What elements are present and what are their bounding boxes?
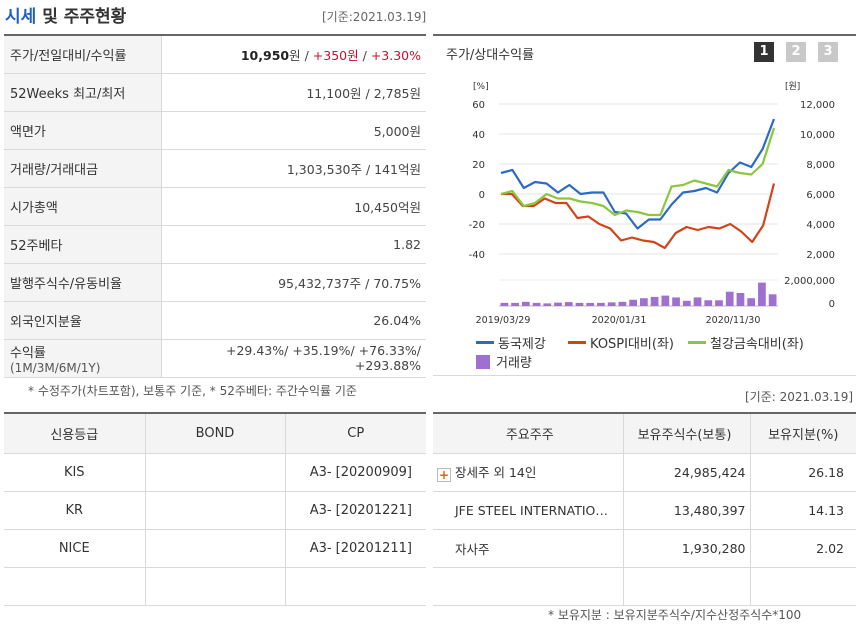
quote-row-foreign: 외국인지분율 26.04% [4, 301, 426, 340]
right-axis-unit: [원] [785, 81, 800, 92]
credit-rating-table: 신용등급 BOND CP KIS A3- [20200909] KR A3- [… [4, 412, 426, 606]
quote-row-beta: 52주베타 1.82 [4, 225, 426, 264]
volume-bar [511, 302, 519, 306]
volume-bar [521, 301, 530, 306]
holders-footnote: * 보유지분 : 보유지분주식수/지수산정주식수*100 [548, 608, 802, 622]
quote-row-par: 액면가 5,000원 [4, 111, 426, 150]
volume-bar [532, 302, 541, 306]
major-holders-table: 주요주주 보유주식수(보통) 보유지분(%) + 장세주 외 14인 24,985… [433, 412, 856, 606]
right-tick-label: 12,000 [800, 100, 835, 111]
left-tick-label: 20 [472, 160, 485, 171]
legend-steel-swatch [688, 341, 706, 344]
volume-bar [661, 295, 670, 306]
volume-bar [672, 297, 680, 306]
volume-bar [597, 302, 605, 306]
credit-header-cp: CP [285, 412, 426, 454]
volume-bar [618, 301, 627, 306]
left-axis-unit: [%] [473, 82, 489, 92]
volume-bar [736, 293, 745, 306]
volume-bar [564, 302, 573, 306]
left-tick-label: -40 [469, 250, 485, 261]
holder-name: 장세주 외 14인 [455, 465, 537, 480]
holders-header-name: 주요주주 [433, 412, 624, 454]
left-tick-label: -20 [469, 220, 485, 231]
left-tick-label: 0 [479, 190, 485, 201]
quote-row-volume: 거래량/거래대금 1,303,530주 / 141억원 [4, 149, 426, 188]
legend-steel: 철강금속대비(좌) [688, 333, 804, 352]
volume-bar [543, 303, 552, 306]
x-tick-label: 2020/01/31 [592, 315, 647, 326]
volume-tick-label: 0 [829, 299, 835, 310]
series-line-0 [500, 118, 776, 230]
series-line-2 [500, 127, 776, 217]
volume-bar [768, 294, 777, 306]
volume-bar [650, 296, 659, 306]
legend-volume: 거래량 [476, 352, 532, 371]
volume-tick-label: 2,000,000 [784, 276, 835, 287]
volume-bar [586, 302, 595, 306]
chart-panel [433, 34, 856, 376]
x-tick-label: 2020/11/30 [706, 315, 761, 326]
volume-bar [640, 298, 648, 306]
x-tick-label: 2019/03/29 [476, 315, 531, 326]
holders-header-pct: 보유지분(%) [750, 412, 856, 454]
left-tick-label: 40 [472, 130, 485, 141]
right-tick-label: 10,000 [800, 130, 835, 141]
right-tick-label: 2,000 [806, 250, 835, 261]
credit-header-rating: 신용등급 [4, 412, 146, 454]
table-row: KR A3- [20201221] [4, 491, 426, 530]
expand-icon[interactable]: + [437, 468, 451, 482]
quote-table: 주가/전일대비/수익률 10,950원 / +350원 / +3.30% 52W… [4, 34, 426, 378]
legend-dongkuk: 동국제강 [476, 333, 546, 352]
holders-basis-date: [기준: 2021.03.19] [745, 390, 854, 404]
chart-page-3-button[interactable]: 3 [818, 42, 838, 62]
quote-row-52w: 52Weeks 최고/최저 11,100원 / 2,785원 [4, 73, 426, 112]
basis-date: [기준:2021.03.19] [322, 10, 427, 24]
series-line-1 [501, 183, 776, 250]
volume-bar [704, 300, 713, 306]
volume-bar [747, 298, 756, 306]
volume-bar [500, 302, 509, 306]
credit-header-bond: BOND [145, 412, 286, 454]
quote-row-returns: 수익률 (1M/3M/6M/1Y) +29.43%/ +35.19%/ +76.3… [4, 339, 426, 378]
table-row: JFE STEEL INTERNATIO… 13,480,397 14.13 [433, 491, 856, 530]
legend-kospi-swatch [568, 341, 586, 344]
volume-bar [758, 282, 766, 306]
volume-bar [715, 300, 723, 306]
chart-page-1-button[interactable]: 1 [754, 42, 774, 62]
chart-page-2-button[interactable]: 2 [786, 42, 806, 62]
volume-bar [575, 302, 584, 306]
quote-row-mktcap: 시가총액 10,450억원 [4, 187, 426, 226]
volume-bar [554, 302, 562, 306]
quote-row-price: 주가/전일대비/수익률 10,950원 / +350원 / +3.30% [4, 34, 426, 74]
chart-title: 주가/상대수익률 [446, 48, 535, 63]
table-row [4, 567, 426, 606]
legend-volume-swatch [476, 355, 490, 369]
table-row: KIS A3- [20200909] [4, 453, 426, 492]
volume-bar [693, 297, 702, 306]
table-row: + 장세주 외 14인 24,985,424 26.18 [433, 453, 856, 492]
right-tick-label: 4,000 [806, 220, 835, 231]
volume-bar [629, 299, 637, 306]
page-title: 시세 및 주주현황 [5, 7, 127, 27]
holders-header-shares: 보유주식수(보통) [623, 412, 751, 454]
right-tick-label: 6,000 [806, 190, 835, 201]
volume-bar [682, 300, 691, 306]
legend-kospi: KOSPI대비(좌) [568, 333, 674, 352]
left-tick-label: 60 [472, 100, 485, 111]
quote-row-shares: 발행주식수/유동비율 95,432,737주 / 70.75% [4, 263, 426, 302]
table-row: NICE A3- [20201211] [4, 529, 426, 568]
table-row [433, 567, 856, 606]
legend-dongkuk-swatch [476, 341, 494, 344]
table-row: 자사주 1,930,280 2.02 [433, 529, 856, 568]
volume-bar [725, 291, 734, 306]
volume-bar [607, 302, 616, 306]
price-chart: [%] [원] 60 40 20 0 -20 -40 12,000 10,000 8,000 6,00… [469, 81, 835, 326]
right-tick-label: 8,000 [806, 160, 835, 171]
quote-footnote: * 수정주가(차트포함), 보통주 기준, * 52주베타: 주간수익률 기준 [28, 384, 357, 398]
